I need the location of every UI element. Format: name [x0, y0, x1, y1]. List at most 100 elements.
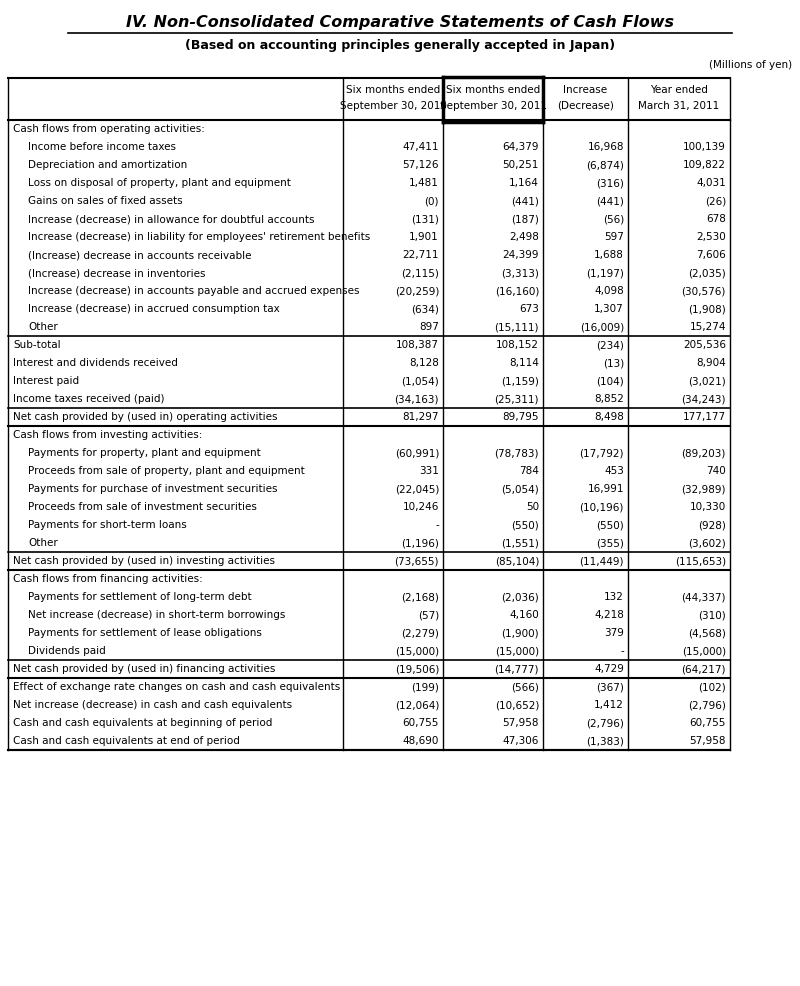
Text: Increase (decrease) in allowance for doubtful accounts: Increase (decrease) in allowance for dou… — [28, 214, 314, 224]
Text: (2,796): (2,796) — [688, 700, 726, 710]
Text: Net cash provided by (used in) operating activities: Net cash provided by (used in) operating… — [13, 412, 278, 422]
Text: (12,064): (12,064) — [394, 700, 439, 710]
Text: Income taxes received (paid): Income taxes received (paid) — [13, 394, 165, 404]
Text: (73,655): (73,655) — [394, 556, 439, 566]
Text: (10,196): (10,196) — [580, 502, 624, 512]
Text: 81,297: 81,297 — [402, 412, 439, 422]
Text: (566): (566) — [511, 682, 539, 692]
Text: (10,652): (10,652) — [494, 700, 539, 710]
Text: 4,160: 4,160 — [510, 610, 539, 620]
Text: (6,874): (6,874) — [586, 160, 624, 170]
Text: (Based on accounting principles generally accepted in Japan): (Based on accounting principles generall… — [185, 38, 615, 51]
Text: (15,000): (15,000) — [682, 646, 726, 656]
Text: 10,246: 10,246 — [402, 502, 439, 512]
Text: 4,031: 4,031 — [696, 178, 726, 188]
Text: 597: 597 — [604, 232, 624, 242]
Text: Increase: Increase — [563, 85, 607, 95]
Text: Increase (decrease) in accounts payable and accrued expenses: Increase (decrease) in accounts payable … — [28, 286, 359, 296]
Text: (25,311): (25,311) — [494, 394, 539, 404]
Text: Net increase (decrease) in short-term borrowings: Net increase (decrease) in short-term bo… — [28, 610, 286, 620]
Text: (3,602): (3,602) — [688, 538, 726, 548]
Text: (441): (441) — [511, 196, 539, 206]
Text: (441): (441) — [596, 196, 624, 206]
Text: -: - — [435, 520, 439, 530]
Text: 8,128: 8,128 — [409, 358, 439, 368]
Text: (2,168): (2,168) — [401, 592, 439, 602]
Text: 8,904: 8,904 — [696, 358, 726, 368]
Text: (102): (102) — [698, 682, 726, 692]
Text: (310): (310) — [698, 610, 726, 620]
Text: 4,098: 4,098 — [594, 286, 624, 296]
Text: 205,536: 205,536 — [683, 340, 726, 350]
Text: Payments for settlement of long-term debt: Payments for settlement of long-term deb… — [28, 592, 252, 602]
Text: Sub-total: Sub-total — [13, 340, 61, 350]
Text: (30,576): (30,576) — [682, 286, 726, 296]
Text: Six months ended: Six months ended — [446, 85, 540, 95]
Text: September 30, 2011: September 30, 2011 — [439, 101, 546, 111]
Text: (85,104): (85,104) — [494, 556, 539, 566]
Text: (1,159): (1,159) — [501, 376, 539, 386]
Text: Cash and cash equivalents at beginning of period: Cash and cash equivalents at beginning o… — [13, 718, 272, 728]
Text: Net cash provided by (used in) investing activities: Net cash provided by (used in) investing… — [13, 556, 275, 566]
Text: (2,279): (2,279) — [401, 628, 439, 638]
Text: (2,796): (2,796) — [586, 718, 624, 728]
Text: Net cash provided by (used in) financing activities: Net cash provided by (used in) financing… — [13, 664, 275, 674]
Text: Increase (decrease) in accrued consumption tax: Increase (decrease) in accrued consumpti… — [28, 304, 280, 314]
Text: September 30, 2010: September 30, 2010 — [339, 101, 446, 111]
Text: (16,160): (16,160) — [494, 286, 539, 296]
Text: (32,989): (32,989) — [682, 484, 726, 494]
Text: 109,822: 109,822 — [683, 160, 726, 170]
Text: (15,000): (15,000) — [395, 646, 439, 656]
Text: 60,755: 60,755 — [402, 718, 439, 728]
Text: 60,755: 60,755 — [690, 718, 726, 728]
Text: (19,506): (19,506) — [394, 664, 439, 674]
Text: Interest and dividends received: Interest and dividends received — [13, 358, 178, 368]
Text: Increase (decrease) in liability for employees' retirement benefits: Increase (decrease) in liability for emp… — [28, 232, 370, 242]
Text: Payments for short-term loans: Payments for short-term loans — [28, 520, 186, 530]
Text: 4,218: 4,218 — [594, 610, 624, 620]
Text: (20,259): (20,259) — [394, 286, 439, 296]
Text: Cash and cash equivalents at end of period: Cash and cash equivalents at end of peri… — [13, 736, 240, 746]
Text: Payments for settlement of lease obligations: Payments for settlement of lease obligat… — [28, 628, 262, 638]
Text: 50,251: 50,251 — [502, 160, 539, 170]
Text: (Increase) decrease in accounts receivable: (Increase) decrease in accounts receivab… — [28, 250, 251, 260]
Text: 331: 331 — [419, 466, 439, 476]
Text: 740: 740 — [706, 466, 726, 476]
Text: (1,900): (1,900) — [502, 628, 539, 638]
Text: 10,330: 10,330 — [690, 502, 726, 512]
Text: (199): (199) — [411, 682, 439, 692]
Text: 132: 132 — [604, 592, 624, 602]
Text: (56): (56) — [602, 214, 624, 224]
Text: (1,551): (1,551) — [501, 538, 539, 548]
Text: (2,035): (2,035) — [688, 268, 726, 278]
Text: Depreciation and amortization: Depreciation and amortization — [28, 160, 187, 170]
Text: 2,498: 2,498 — [509, 232, 539, 242]
Text: 47,306: 47,306 — [502, 736, 539, 746]
Text: 7,606: 7,606 — [696, 250, 726, 260]
Text: 57,958: 57,958 — [690, 736, 726, 746]
Text: Payments for property, plant and equipment: Payments for property, plant and equipme… — [28, 448, 261, 458]
Text: 784: 784 — [519, 466, 539, 476]
Text: 1,688: 1,688 — [594, 250, 624, 260]
Text: (2,036): (2,036) — [502, 592, 539, 602]
Text: (131): (131) — [411, 214, 439, 224]
Text: Gains on sales of fixed assets: Gains on sales of fixed assets — [28, 196, 182, 206]
Text: 177,177: 177,177 — [683, 412, 726, 422]
Text: 1,307: 1,307 — [594, 304, 624, 314]
Text: (316): (316) — [596, 178, 624, 188]
Text: (367): (367) — [596, 682, 624, 692]
Text: (634): (634) — [411, 304, 439, 314]
Text: Income before income taxes: Income before income taxes — [28, 142, 176, 152]
Text: (57): (57) — [418, 610, 439, 620]
Text: March 31, 2011: March 31, 2011 — [638, 101, 720, 111]
Text: 2,530: 2,530 — [696, 232, 726, 242]
Text: Six months ended: Six months ended — [346, 85, 440, 95]
Text: Loss on disposal of property, plant and equipment: Loss on disposal of property, plant and … — [28, 178, 291, 188]
Text: Other: Other — [28, 322, 58, 332]
Text: IV. Non-Consolidated Comparative Statements of Cash Flows: IV. Non-Consolidated Comparative Stateme… — [126, 16, 674, 31]
Text: (Millions of yen): (Millions of yen) — [709, 60, 792, 70]
Text: (89,203): (89,203) — [682, 448, 726, 458]
Text: (60,991): (60,991) — [394, 448, 439, 458]
Text: 48,690: 48,690 — [402, 736, 439, 746]
Text: (3,021): (3,021) — [688, 376, 726, 386]
